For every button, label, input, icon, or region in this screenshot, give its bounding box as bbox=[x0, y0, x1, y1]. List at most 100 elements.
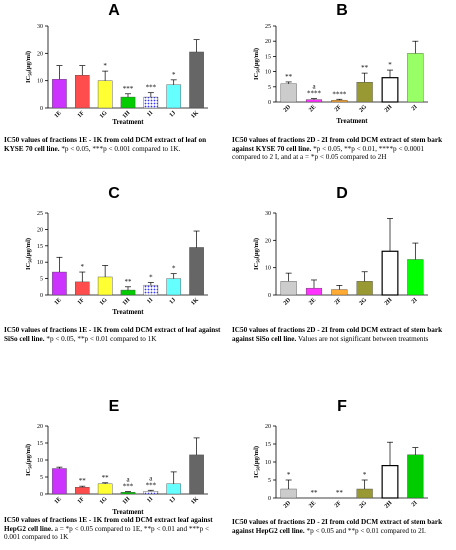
x-tick-label: 2H bbox=[384, 297, 394, 307]
y-label-main: IC bbox=[25, 469, 32, 477]
y-tick-label: 20 bbox=[37, 227, 43, 233]
y-label-sub: 50 bbox=[256, 68, 261, 73]
significance-label: *** bbox=[146, 481, 157, 489]
y-tick-label: 5 bbox=[268, 478, 271, 484]
y-label-main: IC bbox=[253, 73, 260, 81]
y-tick-label: 20 bbox=[265, 424, 271, 430]
caption-normal: *p < 0.05, **p < 0.01 compared to 1K bbox=[46, 334, 157, 343]
x-axis-label: Treatment bbox=[112, 508, 144, 516]
caption-bold: IC50 values of fractions 2D - 2I from co… bbox=[232, 518, 443, 535]
bar bbox=[74, 281, 90, 296]
bar bbox=[356, 281, 373, 296]
significance-label: ** bbox=[361, 64, 369, 72]
bar bbox=[305, 287, 323, 296]
caption-c: IC50 values of fractions 1E - 1K from co… bbox=[4, 326, 224, 343]
y-tick-label: 10 bbox=[37, 458, 43, 464]
y-label-tail: (µg/ml) bbox=[253, 238, 260, 258]
y-label-main: IC bbox=[253, 471, 260, 479]
y-label-main: IC bbox=[253, 263, 260, 271]
bar bbox=[97, 276, 113, 296]
x-tick-label: 1I bbox=[146, 110, 154, 118]
x-tick-label: 1I bbox=[146, 496, 154, 504]
caption-a: IC50 values of fractions 1E - 1K from co… bbox=[4, 136, 224, 153]
bar bbox=[143, 96, 159, 109]
bar bbox=[381, 250, 399, 296]
bar bbox=[120, 289, 136, 296]
x-axis-label: Treatment bbox=[112, 308, 144, 316]
chart-e: 05101520IC50(µg/ml)1E**1F**1Ga***1Ha***1… bbox=[25, 424, 208, 516]
bar bbox=[331, 99, 348, 103]
y-axis-label: IC50(µg/ml) bbox=[25, 51, 33, 83]
bar bbox=[356, 488, 373, 499]
significance-label: * bbox=[172, 71, 176, 79]
y-tick-label: 20 bbox=[37, 424, 43, 430]
bar bbox=[407, 454, 424, 499]
y-tick-label: 10 bbox=[37, 260, 43, 266]
caption-normal: *p < 0.05 and **p < 0.01 compared to 2I. bbox=[306, 526, 426, 535]
x-tick-label: 2H bbox=[384, 500, 394, 510]
caption-bold: IC50 values of fractions 1E - 1K from co… bbox=[4, 136, 207, 153]
bar bbox=[166, 483, 181, 495]
caption-bold: IC50 values of fractions 1E - 1K from co… bbox=[4, 326, 221, 343]
y-label-sub: 50 bbox=[28, 71, 33, 76]
x-tick-label: 2E bbox=[308, 500, 317, 509]
x-tick-label: 1J bbox=[169, 297, 177, 305]
bar bbox=[407, 53, 424, 103]
caption-bold: IC50 values of fractions 1E - 1K from co… bbox=[4, 516, 213, 533]
bar bbox=[52, 79, 67, 109]
significance-label: ** bbox=[285, 73, 293, 81]
x-tick-label: 1H bbox=[122, 297, 132, 307]
x-tick-label: 1J bbox=[169, 496, 177, 504]
bar bbox=[356, 82, 373, 103]
bar bbox=[120, 492, 136, 495]
bar bbox=[52, 468, 67, 495]
significance-label: *** bbox=[123, 483, 134, 491]
caption-bold: IC50 values of fractions 2D - 2I from co… bbox=[232, 136, 443, 153]
caption-b: IC50 values of fractions 2D - 2I from co… bbox=[232, 136, 452, 162]
significance-label: * bbox=[363, 471, 367, 479]
bar bbox=[143, 491, 159, 495]
y-tick-label: 5 bbox=[268, 85, 271, 91]
panel-e: E 0 5 10 15 20 IC50(µg/ml) 1E ** 1F ** 1G a *** 1H a **… bbox=[0, 366, 228, 549]
panel-d: D 0 10 20 30 IC50(µg/ml) 2D 2E 2F 2G 2H 2I IC50 va… bbox=[228, 183, 456, 366]
panel-c: C 0 5 10 15 20 25 IC50(µg/ml) 1E * 1F 1G ** 1H * 1I * 1J… bbox=[0, 183, 228, 366]
x-tick-label: 1G bbox=[99, 496, 109, 506]
y-tick-label: 5 bbox=[40, 475, 43, 481]
y-tick-label: 5 bbox=[40, 277, 43, 283]
bar bbox=[74, 486, 90, 495]
significance-label: ** bbox=[125, 278, 133, 286]
chart-f: 0 5 10 15 20 IC50(µg/ml) * 2D ** 2E ** 2F * 2G 2H 2I bbox=[253, 424, 428, 510]
significance-label: *** bbox=[123, 85, 134, 93]
x-tick-label: 1K bbox=[190, 297, 200, 307]
y-label-tail: (µg/ml) bbox=[253, 48, 260, 68]
caption-bold: IC50 values of fractions 2D - 2I from co… bbox=[232, 326, 443, 343]
bar bbox=[189, 454, 204, 495]
x-tick-label: 1I bbox=[146, 297, 154, 305]
x-tick-label: 2F bbox=[334, 104, 343, 113]
bar bbox=[381, 464, 399, 499]
y-label-sub: 50 bbox=[28, 258, 33, 263]
x-tick-label: 2I bbox=[411, 500, 419, 508]
significance-label: **** bbox=[307, 90, 322, 98]
y-axis-label: IC50(µg/ml) bbox=[253, 446, 261, 478]
y-label-sub: 50 bbox=[256, 258, 261, 263]
bar bbox=[280, 488, 297, 499]
chart-c: 0 5 10 15 20 25 IC50(µg/ml) 1E * 1F 1G ** 1H * 1I * 1J 1K… bbox=[25, 211, 208, 316]
y-tick-label: 15 bbox=[265, 54, 271, 60]
y-tick-label: 25 bbox=[265, 24, 271, 30]
significance-label: ** bbox=[102, 474, 110, 482]
x-tick-label: 2D bbox=[283, 297, 293, 307]
x-tick-label: 1K bbox=[190, 110, 200, 120]
significance-label: * bbox=[103, 62, 107, 70]
x-tick-label: 2G bbox=[358, 104, 368, 114]
x-tick-label: 2I bbox=[411, 104, 419, 112]
chart-d: 0 10 20 30 IC50(µg/ml) 2D 2E 2F 2G 2H 2I bbox=[253, 211, 428, 307]
y-tick-label: 30 bbox=[37, 24, 43, 30]
significance-label: ** bbox=[79, 477, 87, 485]
y-tick-label: 0 bbox=[40, 293, 43, 299]
x-tick-label: 2E bbox=[308, 297, 317, 306]
bar bbox=[189, 51, 204, 109]
significance-label: ** bbox=[336, 489, 344, 497]
bar bbox=[52, 271, 67, 296]
x-tick-label: 1K bbox=[190, 496, 200, 506]
